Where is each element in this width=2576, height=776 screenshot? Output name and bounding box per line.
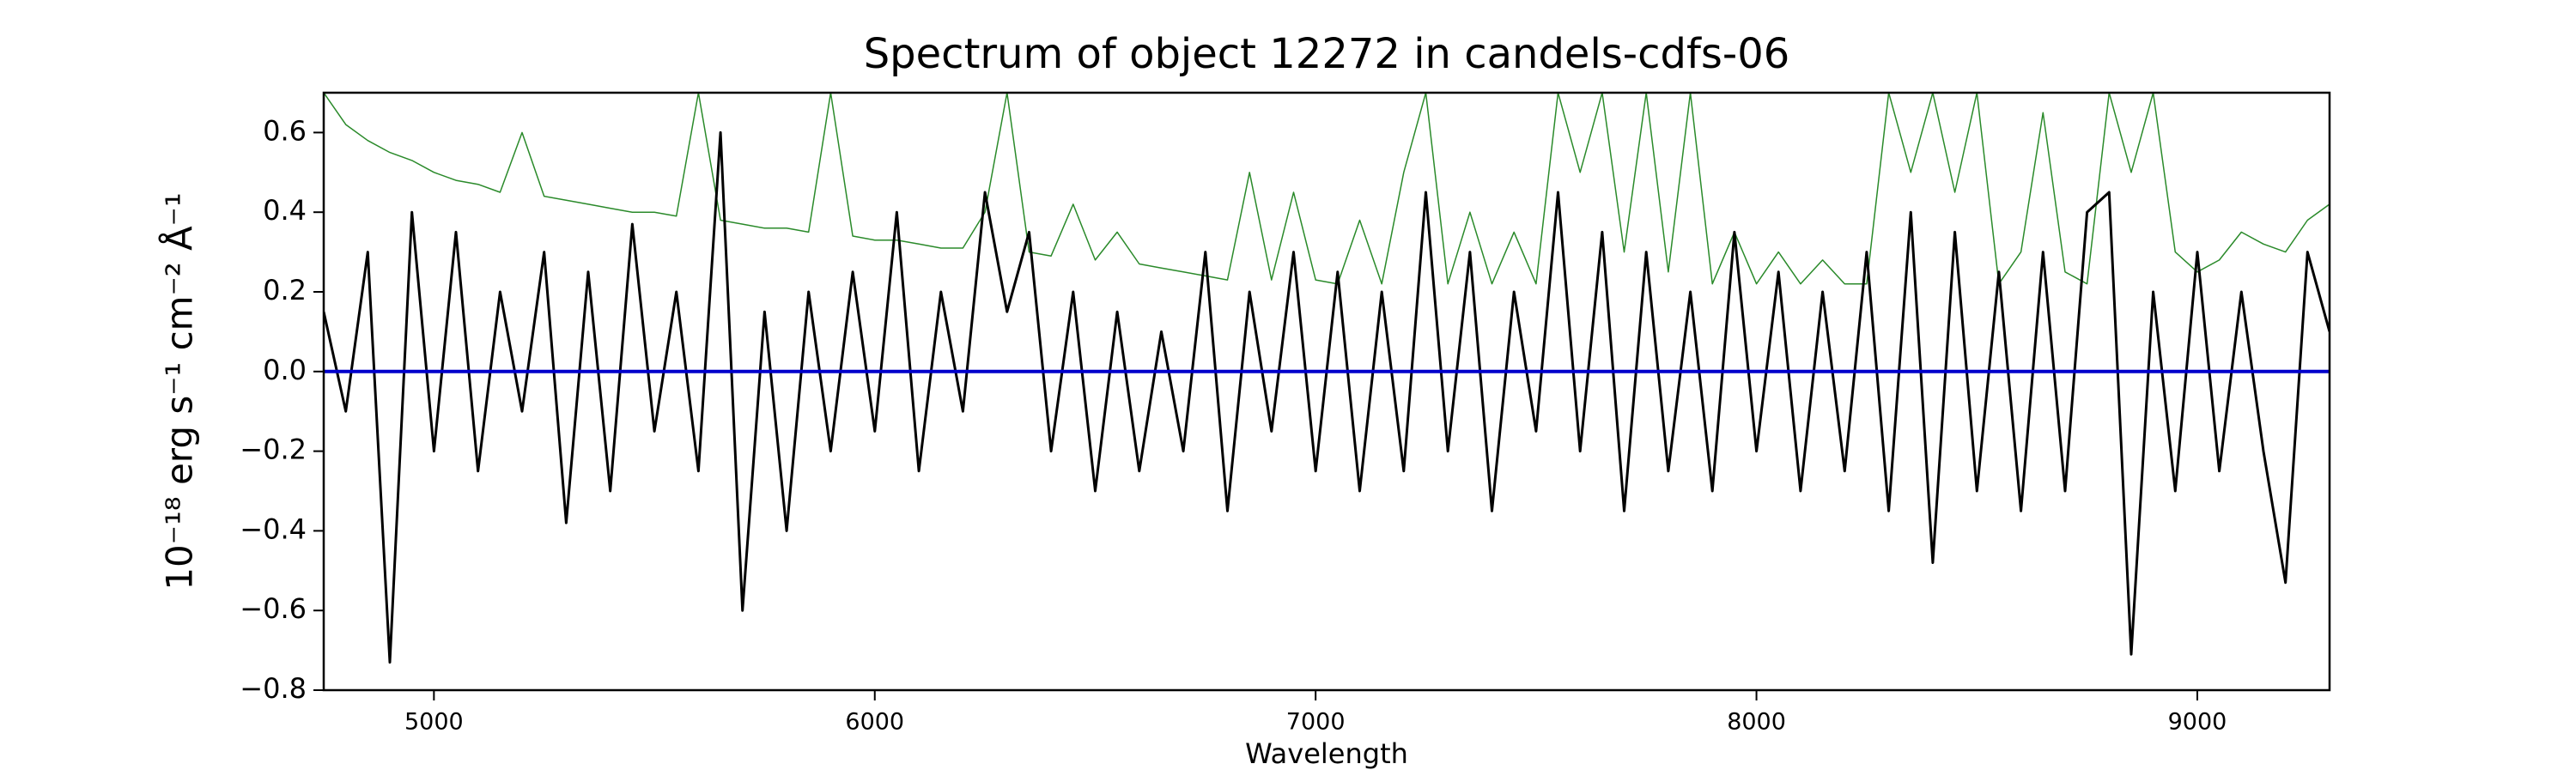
chart-title: Spectrum of object 12272 in candels-cdfs… xyxy=(864,30,1790,78)
x-tick-label: 7000 xyxy=(1286,709,1346,736)
y-tick-label: −0.4 xyxy=(240,512,307,545)
x-tick-label: 5000 xyxy=(404,709,464,736)
y-tick-label: 0.2 xyxy=(263,274,307,306)
y-tick-label: 0.6 xyxy=(263,114,307,147)
series-line xyxy=(324,93,2330,285)
y-tick-label: 0.4 xyxy=(263,194,307,227)
y-tick-label: −0.8 xyxy=(240,672,307,705)
y-tick-label: −0.2 xyxy=(240,433,307,466)
x-tick-label: 9000 xyxy=(2168,709,2227,736)
x-axis-label: Wavelength xyxy=(1245,737,1408,770)
y-tick-label: 0.0 xyxy=(263,354,307,386)
y-tick-label: −0.6 xyxy=(240,592,307,625)
x-tick-label: 6000 xyxy=(845,709,904,736)
plot-lines xyxy=(324,93,2330,664)
series-line xyxy=(324,130,2330,664)
plot-frame xyxy=(322,91,2331,692)
y-axis-label: 10⁻¹⁸ erg s⁻¹ cm⁻² Å⁻¹ xyxy=(158,192,201,590)
x-tick-label: 8000 xyxy=(1727,709,1786,736)
